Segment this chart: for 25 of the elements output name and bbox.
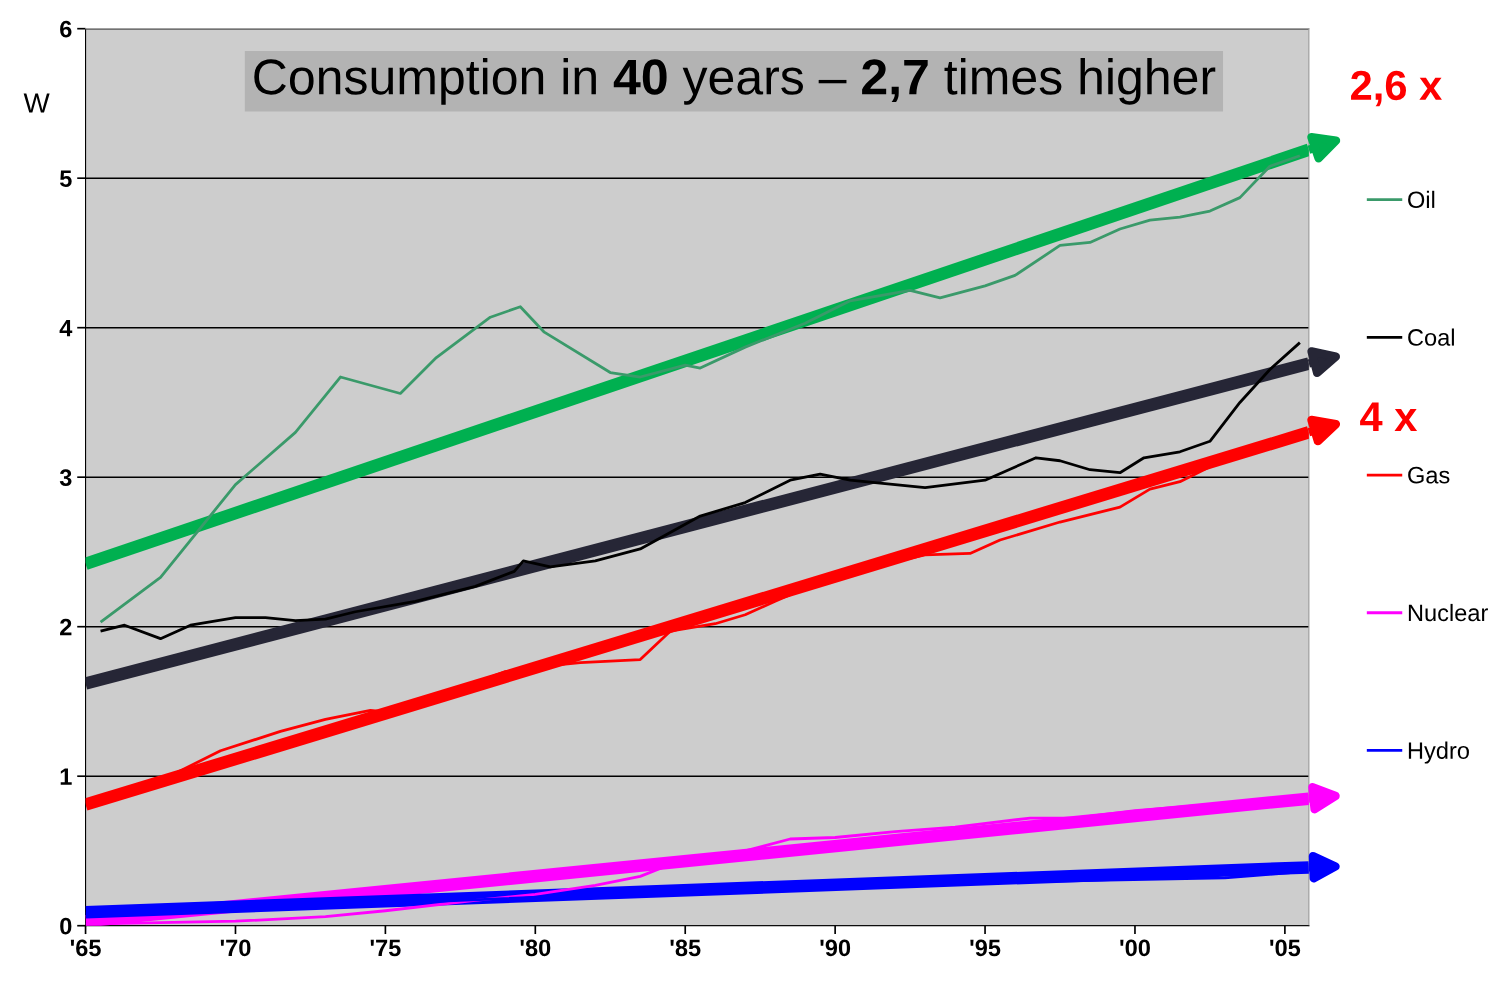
- legend-label: Coal: [1408, 328, 1454, 346]
- legend-label: Hydro: [1408, 741, 1469, 764]
- x-tick-label: '65: [70, 939, 101, 957]
- text: Consumption in 40 years – 2,7 times higher: [254, 58, 1216, 105]
- legend-label: Nuclear: [1408, 603, 1488, 622]
- x-tick-label: '80: [520, 939, 551, 957]
- y-tick-label: 2: [60, 618, 72, 636]
- x-tick-label: '85: [670, 939, 701, 957]
- x-tick-label: '05: [1270, 939, 1301, 957]
- x-tick-label: '95: [970, 939, 1001, 957]
- y-tick-label: 3: [59, 469, 72, 487]
- y-tick-label: 0: [60, 917, 72, 935]
- x-tick-label: '75: [370, 939, 401, 957]
- legend-label: Gas: [1408, 466, 1450, 484]
- legend-label: Oil: [1408, 190, 1435, 209]
- text: 2,6 x: [1351, 70, 1442, 107]
- y-tick-label: 4: [59, 320, 73, 337]
- y-tick-label: 1: [60, 768, 72, 785]
- x-tick-label: '70: [220, 939, 251, 957]
- y-tick-label: 6: [60, 20, 72, 38]
- x-tick-label: '00: [1120, 939, 1150, 957]
- y-axis-title: W: [23, 93, 50, 113]
- text: 4 x: [1360, 402, 1418, 432]
- y-tick-label: 5: [59, 170, 72, 187]
- x-tick-label: '90: [820, 939, 851, 957]
